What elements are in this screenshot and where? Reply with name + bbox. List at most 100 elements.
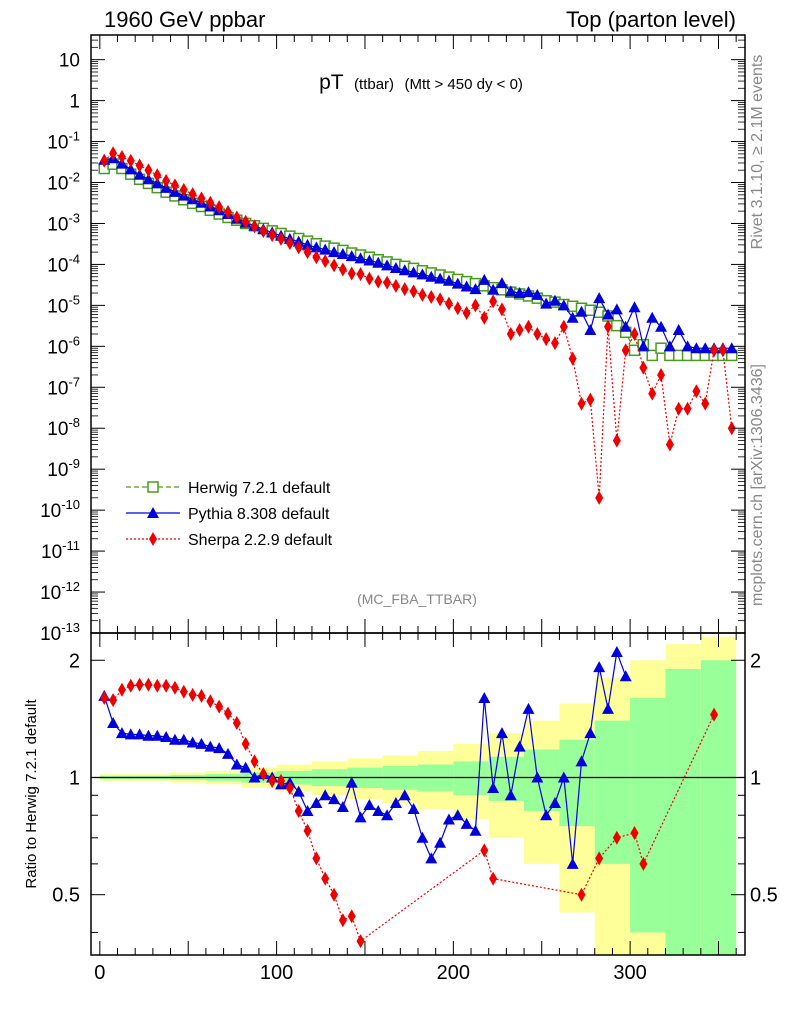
ratio-panel-ticks: 0.5 0.5 1 1 2 2 0 100 200 300 bbox=[52, 633, 778, 984]
main-series-2-point-8 bbox=[170, 178, 179, 193]
main-series-2-point-21 bbox=[285, 236, 294, 251]
ratio-series-0-point-49 bbox=[531, 771, 544, 783]
main-series-1-point-37 bbox=[425, 270, 438, 282]
ratio-series-1-point-19 bbox=[268, 773, 277, 788]
ratio-series-1-point-17 bbox=[250, 754, 259, 769]
ratio-series-0-point-45 bbox=[495, 727, 508, 739]
main-series-1-point-55 bbox=[584, 324, 597, 336]
main-series-0-point-58 bbox=[611, 319, 623, 332]
main-series-2-point-39 bbox=[444, 296, 453, 311]
main-series-1-point-40 bbox=[451, 277, 464, 289]
main-series-2-point-55 bbox=[586, 392, 595, 407]
main-series-2-point-22 bbox=[294, 240, 303, 255]
ratio-series-1-point-7 bbox=[162, 678, 171, 693]
main-series-1-point-27 bbox=[336, 247, 349, 259]
main-ytick-label: 10-10 bbox=[40, 497, 80, 522]
main-series-1-point-61 bbox=[637, 340, 650, 352]
ratio-series-0-point-54 bbox=[575, 755, 588, 767]
ratio-series-1-point-15 bbox=[232, 716, 241, 731]
main-series-1-point-39 bbox=[442, 274, 455, 286]
main-series-1-point-63 bbox=[655, 320, 668, 332]
main-ytick-label: 1 bbox=[69, 92, 80, 113]
main-series-1-point-3 bbox=[124, 163, 137, 175]
main-series-2-point-26 bbox=[330, 258, 339, 273]
ratio-series-1-point-23 bbox=[303, 823, 312, 838]
ratio-series-1-point-22 bbox=[294, 804, 303, 819]
ratio-ytick-label-right: 0.5 bbox=[750, 885, 778, 907]
main-series-1-point-30 bbox=[363, 254, 376, 266]
main-series-2-point-59 bbox=[621, 343, 630, 358]
ratio-series-0-point-50 bbox=[540, 809, 553, 821]
main-series-1-point-23 bbox=[301, 238, 314, 250]
ratio-series-0-point-32 bbox=[381, 809, 394, 821]
ratio-series-0-point-9 bbox=[177, 733, 190, 745]
main-series-2-point-3 bbox=[126, 153, 135, 168]
ratio-series-0-point-2 bbox=[115, 727, 128, 739]
main-series-1-point-31 bbox=[372, 256, 385, 268]
main-series-1-point-65 bbox=[672, 324, 685, 336]
main-series-line-1 bbox=[104, 157, 732, 349]
main-ytick-label: 10-4 bbox=[47, 251, 80, 276]
ratio-series-0-point-12 bbox=[204, 740, 217, 752]
ratio-series-0-point-58 bbox=[610, 646, 623, 658]
main-panel-ticks: 10 1 10-1 10-2 10-3 10-4 10-5 10-6 10-7 10-8 10-9 1… bbox=[40, 34, 745, 645]
ratio-series-0-point-15 bbox=[230, 758, 243, 770]
main-series-1-point-24 bbox=[310, 241, 323, 253]
ratio-series-0-point-33 bbox=[389, 796, 402, 808]
main-series-0-point-62 bbox=[646, 349, 658, 362]
ratio-series-0-point-53 bbox=[566, 857, 579, 869]
ratio-series-0-point-14 bbox=[221, 747, 234, 759]
main-series-2-point-1 bbox=[109, 146, 118, 161]
main-series-2-point-27 bbox=[338, 262, 347, 277]
ratio-series-0-point-10 bbox=[186, 736, 199, 748]
ratio-series-0-point-47 bbox=[513, 740, 526, 752]
ratio-series-1-point-6 bbox=[153, 678, 162, 693]
main-series-2-point-11 bbox=[197, 191, 206, 206]
main-series-1-point-34 bbox=[398, 264, 411, 276]
ratio-series-0-point-16 bbox=[239, 761, 252, 773]
main-series-1-point-35 bbox=[407, 266, 420, 278]
main-series-2-point-4 bbox=[135, 158, 144, 173]
ratio-xtick-label: 0 bbox=[94, 962, 105, 984]
ratio-series-1-point-2 bbox=[117, 682, 126, 697]
main-series-1-point-51 bbox=[548, 294, 561, 306]
main-series-2-point-17 bbox=[250, 219, 259, 234]
legend-label-0: Herwig 7.2.1 default bbox=[188, 480, 331, 497]
main-series-1-point-6 bbox=[151, 177, 164, 189]
ratio-series-1-point-18 bbox=[259, 767, 268, 782]
mcplots-label: mcplots.cern.ch [arXiv:1306.3436] bbox=[749, 364, 766, 606]
ratio-series-0-point-56 bbox=[593, 661, 606, 673]
ratio-series-0-point-57 bbox=[602, 702, 615, 714]
ratio-series-1-point-8 bbox=[170, 680, 179, 695]
ratio-series-1-point-10 bbox=[188, 687, 197, 702]
main-series-1-point-26 bbox=[328, 246, 341, 258]
main-series-2-point-7 bbox=[162, 173, 171, 188]
ratio-series-1-point-13 bbox=[215, 699, 224, 714]
main-series-1-point-46 bbox=[504, 285, 517, 297]
main-series-2-point-68 bbox=[701, 396, 710, 411]
main-series-2-point-13 bbox=[215, 200, 224, 215]
ratio-xtick-label: 300 bbox=[613, 962, 646, 984]
ratio-xtick-label: 100 bbox=[260, 962, 293, 984]
main-series-2-point-33 bbox=[391, 278, 400, 293]
ratio-series-0-point-25 bbox=[319, 789, 332, 801]
ratio-series-0-point-29 bbox=[354, 811, 367, 823]
ratio-series-0-point-38 bbox=[434, 836, 447, 848]
main-series-2-point-14 bbox=[223, 205, 232, 220]
main-series-1-point-67 bbox=[690, 342, 703, 354]
main-series-1-point-4 bbox=[133, 168, 146, 180]
ratio-series-0-point-40 bbox=[451, 809, 464, 821]
ratio-series-1-point-30 bbox=[480, 843, 489, 858]
main-series-1-point-47 bbox=[513, 287, 526, 299]
main-ytick-label: 10-9 bbox=[47, 456, 80, 481]
main-series-2-point-31 bbox=[374, 274, 383, 289]
main-ytick-label: 10-8 bbox=[47, 415, 80, 440]
main-series-1-point-48 bbox=[522, 286, 535, 298]
ratio-ytick-label: 1 bbox=[69, 767, 80, 789]
ratio-series-1-point-37 bbox=[710, 707, 719, 722]
main-series-1-point-64 bbox=[663, 340, 676, 352]
main-series-1-point-66 bbox=[681, 340, 694, 352]
ratio-series-1-point-28 bbox=[347, 909, 356, 924]
ratio-band-inner-17 bbox=[700, 660, 737, 955]
main-series-1-point-68 bbox=[699, 342, 712, 354]
